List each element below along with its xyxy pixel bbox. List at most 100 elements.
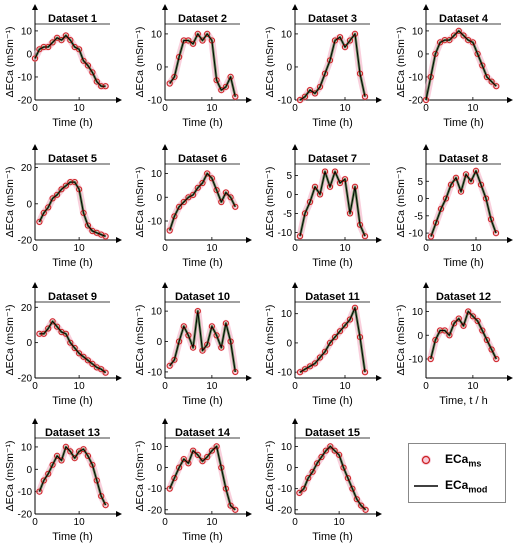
data-point	[336, 34, 344, 41]
y-tick-label: -20	[278, 505, 293, 516]
y-axis-arrow-icon	[292, 4, 298, 10]
data-point	[465, 308, 472, 315]
data-point	[321, 348, 329, 355]
x-axis-arrow-icon	[376, 97, 382, 103]
data-point	[67, 448, 74, 455]
x-axis-arrow-icon	[507, 237, 513, 243]
x-tick-label: 10	[339, 243, 351, 254]
panel-title: Dataset 11	[305, 291, 359, 303]
data-point	[58, 37, 65, 44]
panel-title: Dataset 10	[175, 291, 230, 303]
y-axis-arrow-icon	[32, 144, 38, 150]
x-tick-label: 0	[162, 517, 168, 528]
x-tick-label: 10	[206, 517, 218, 528]
x-tick-label: 0	[162, 103, 168, 114]
data-point	[84, 452, 92, 459]
y-tick-label: -10	[409, 72, 424, 83]
data-point	[316, 354, 324, 361]
data-point	[361, 233, 369, 240]
data-point	[460, 322, 467, 329]
measurement-halo	[422, 27, 500, 104]
data-point	[62, 32, 70, 39]
data-point	[306, 198, 314, 206]
y-tick-label: 0	[26, 338, 32, 349]
data-point	[296, 369, 304, 376]
x-axis-arrow-icon	[376, 511, 382, 517]
data-point	[487, 216, 495, 223]
y-tick-label: 0	[156, 62, 162, 73]
x-tick-label: 0	[32, 381, 38, 392]
y-axis-label: ΔECa (mSm⁻¹)	[395, 167, 407, 238]
data-point	[199, 37, 206, 44]
x-axis-arrow-icon	[376, 237, 382, 243]
y-tick-label: -20	[148, 505, 163, 516]
x-axis-label: Time (h)	[182, 531, 223, 543]
data-point	[89, 69, 96, 76]
data-point	[54, 452, 61, 459]
data-point	[451, 32, 458, 39]
data-point	[474, 317, 481, 325]
data-point	[76, 350, 83, 357]
data-point	[208, 323, 215, 330]
data-point	[222, 485, 229, 492]
data-point	[479, 327, 486, 334]
y-axis-arrow-icon	[32, 418, 38, 424]
model-line	[38, 446, 107, 506]
y-axis-label: ΔECa (mSm⁻¹)	[4, 441, 16, 512]
data-point	[346, 316, 354, 323]
data-point	[457, 188, 465, 195]
data-point	[432, 50, 439, 58]
y-tick-label: -20	[18, 236, 33, 247]
y-tick-label: 10	[151, 169, 163, 180]
data-point	[40, 477, 47, 484]
model-line	[169, 173, 236, 231]
x-axis-label: Time (h)	[443, 257, 484, 269]
x-axis-arrow-icon	[507, 375, 513, 381]
y-axis-arrow-icon	[162, 144, 168, 150]
data-point	[171, 73, 178, 81]
data-point	[296, 233, 304, 240]
data-point	[80, 353, 87, 360]
legend-marker-icon	[421, 455, 431, 465]
y-tick-label: 0	[286, 62, 292, 73]
y-axis-label: ΔECa (mSm⁻¹)	[395, 27, 407, 98]
data-point	[218, 198, 225, 206]
y-axis-arrow-icon	[423, 144, 429, 150]
y-axis-arrow-icon	[292, 282, 298, 288]
y-tick-label: -10	[278, 96, 293, 107]
data-point	[346, 37, 354, 44]
y-axis-arrow-icon	[423, 282, 429, 288]
data-point	[176, 203, 183, 210]
data-point	[316, 191, 324, 198]
panel-6: Dataset 6 0 10 -10 0 10 Time (h) ΔECa (mSm⁻¹)	[134, 144, 252, 269]
data-point	[469, 313, 476, 320]
y-tick-label: -10	[148, 96, 163, 107]
data-point	[40, 209, 47, 216]
y-tick-label: 0	[286, 338, 292, 349]
panel-1: Dataset 1 0 10 -20 -10 0 10 Time (h) ΔECa (mSm⁻¹…	[4, 4, 122, 129]
data-point	[488, 78, 495, 85]
y-axis-arrow-icon	[162, 418, 168, 424]
y-axis-arrow-icon	[292, 144, 298, 150]
data-point	[190, 447, 197, 454]
x-tick-label: 0	[32, 517, 38, 528]
data-point	[331, 334, 339, 341]
model-line	[299, 171, 366, 237]
data-point	[483, 336, 490, 344]
x-tick-label: 10	[74, 103, 86, 114]
x-axis-label: Time (h)	[443, 117, 484, 129]
data-point	[194, 184, 201, 191]
x-tick-label: 0	[162, 381, 168, 392]
y-tick-label: -5	[414, 211, 423, 222]
data-point	[171, 475, 178, 482]
data-point	[331, 447, 338, 454]
data-point	[80, 57, 87, 64]
data-point	[316, 83, 324, 90]
panel-title: Dataset 12	[436, 291, 491, 303]
panel-title: Dataset 4	[439, 13, 489, 25]
legend-item-model: ECamod	[413, 476, 487, 496]
x-tick-label: 10	[206, 243, 218, 254]
panel-15: Dataset 15 0 10 -20 -10 0 10 Time (h) ΔECa (mSm⁻…	[264, 418, 382, 543]
data-point	[176, 464, 183, 471]
